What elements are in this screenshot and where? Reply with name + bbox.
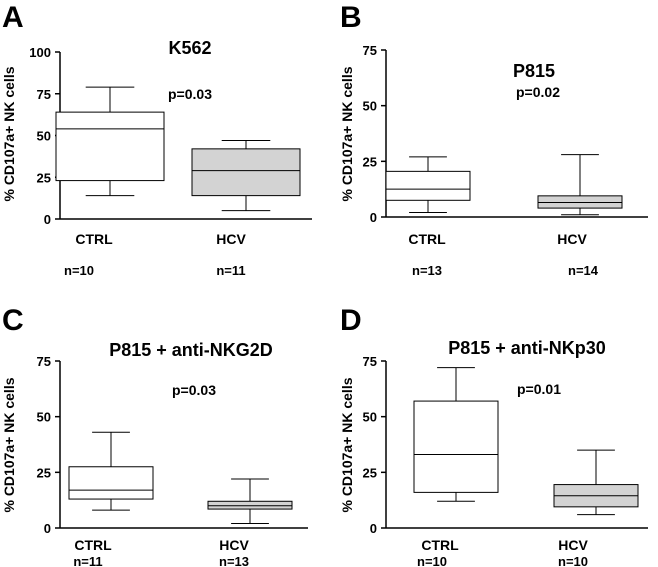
- panel-d: D % CD107a+ NK cells P815 + anti-NKp30 p…: [339, 304, 648, 567]
- box-hcv: [191, 148, 301, 197]
- y-ticks-a: 0 25 50 75 100: [29, 45, 60, 227]
- y-tick-label: 50: [363, 99, 377, 114]
- y-axis-label-d: % CD107a+ NK cells: [339, 377, 355, 512]
- panel-title-b: P815: [513, 61, 555, 81]
- n-label-a-ctrl: n=10: [64, 263, 94, 278]
- box-hcv: [207, 500, 293, 510]
- n-label-d-ctrl: n=10: [417, 554, 447, 567]
- panel-b: B % CD107a+ NK cells P815 p=0.02 0 25 50 75…: [339, 1, 648, 278]
- y-ticks-d: 0 25 50 75: [363, 354, 386, 536]
- category-label-c-ctrl: CTRL: [74, 537, 112, 553]
- category-label-d-ctrl: CTRL: [421, 537, 459, 553]
- y-axis-label-a: % CD107a+ NK cells: [1, 66, 17, 201]
- y-axis-label-c: % CD107a+ NK cells: [1, 377, 17, 512]
- y-tick-label: 50: [363, 410, 377, 425]
- n-label-b-hcv: n=14: [568, 263, 599, 278]
- y-tick-label: 0: [44, 521, 51, 536]
- y-tick-label: 25: [37, 170, 51, 185]
- boxes-b: [385, 154, 623, 216]
- y-tick-label: 25: [363, 465, 377, 480]
- boxes-d: [413, 367, 639, 516]
- p-value-a: p=0.03: [168, 86, 212, 102]
- panel-a: A % CD107a+ NK cells K562 p=0.03 0 25 50 75…: [1, 1, 312, 278]
- category-label-b-ctrl: CTRL: [408, 231, 446, 247]
- category-label-c-hcv: HCV: [219, 537, 249, 553]
- panel-title-a: K562: [168, 38, 211, 58]
- panel-letter-a: A: [2, 1, 24, 34]
- y-tick-label: 75: [363, 43, 377, 58]
- n-label-c-hcv: n=13: [219, 554, 249, 567]
- y-ticks-b: 0 25 50 75: [363, 43, 386, 225]
- y-tick-label: 75: [363, 354, 377, 369]
- y-tick-label: 75: [37, 87, 51, 102]
- y-tick-label: 25: [37, 465, 51, 480]
- category-label-a-hcv: HCV: [216, 231, 246, 247]
- panel-title-d: P815 + anti-NKp30: [448, 338, 606, 358]
- n-label-a-hcv: n=11: [216, 263, 245, 278]
- box-ctrl: [385, 170, 471, 201]
- category-label-a-ctrl: CTRL: [75, 231, 113, 247]
- y-tick-label: 0: [44, 212, 51, 227]
- box-ctrl: [55, 111, 165, 182]
- y-tick-label: 100: [29, 45, 51, 60]
- panel-letter-b: B: [340, 1, 362, 34]
- n-label-c-ctrl: n=11: [73, 554, 102, 567]
- p-value-c: p=0.03: [172, 382, 216, 398]
- category-label-b-hcv: HCV: [557, 231, 587, 247]
- boxes-c: [68, 431, 293, 525]
- y-ticks-c: 0 25 50 75: [37, 354, 60, 536]
- panel-letter-c: C: [2, 304, 24, 337]
- y-tick-label: 50: [37, 410, 51, 425]
- box-ctrl: [68, 466, 154, 500]
- n-label-b-ctrl: n=13: [412, 263, 442, 278]
- y-tick-label: 50: [37, 129, 51, 144]
- y-tick-label: 25: [363, 154, 377, 169]
- y-axis-label-b: % CD107a+ NK cells: [339, 66, 355, 201]
- panel-c: C % CD107a+ NK cells P815 + anti-NKG2D p…: [1, 304, 308, 567]
- panel-title-c: P815 + anti-NKG2D: [109, 340, 273, 360]
- y-tick-label: 75: [37, 354, 51, 369]
- p-value-d: p=0.01: [517, 381, 561, 397]
- boxes-a: [55, 86, 301, 212]
- box-hcv: [537, 195, 623, 209]
- y-tick-label: 0: [370, 521, 377, 536]
- n-label-d-hcv: n=10: [558, 554, 588, 567]
- category-label-d-hcv: HCV: [558, 537, 588, 553]
- p-value-b: p=0.02: [516, 84, 560, 100]
- y-tick-label: 0: [370, 210, 377, 225]
- box-ctrl: [413, 400, 499, 493]
- panel-letter-d: D: [340, 304, 362, 337]
